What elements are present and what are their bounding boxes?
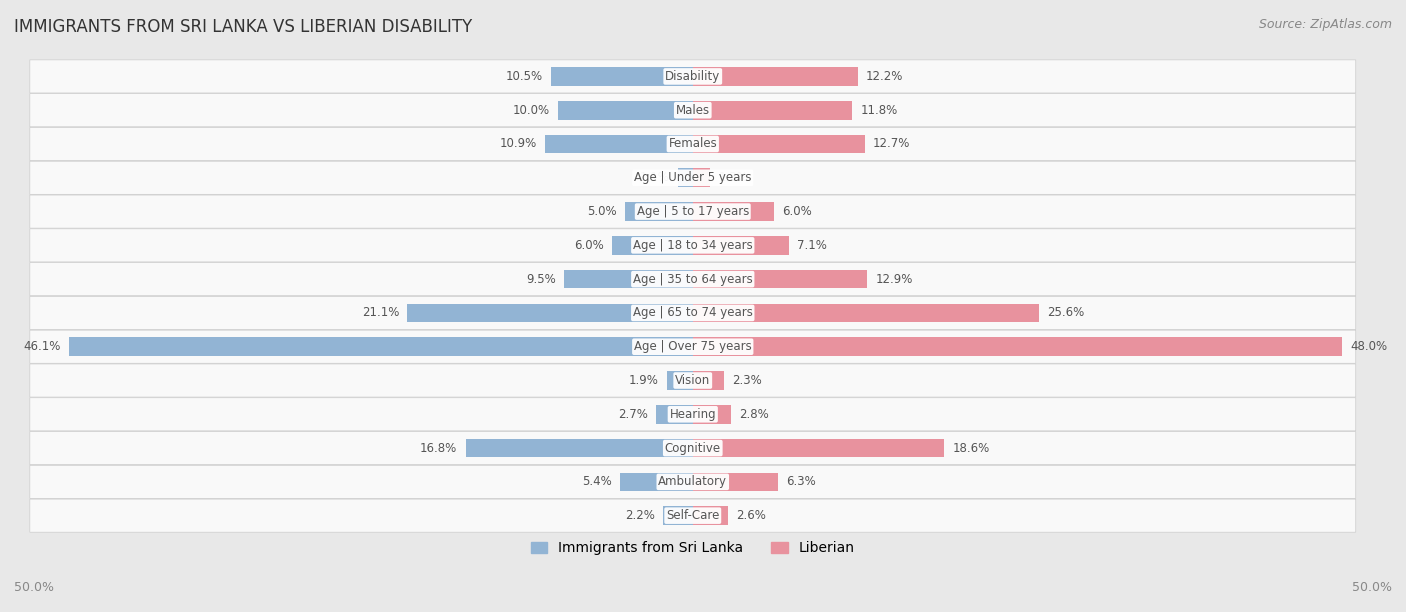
Text: Cognitive: Cognitive xyxy=(665,442,721,455)
Bar xyxy=(693,67,858,86)
Bar xyxy=(693,304,1039,323)
Text: 7.1%: 7.1% xyxy=(797,239,827,252)
Bar xyxy=(678,168,693,187)
Text: 6.3%: 6.3% xyxy=(786,476,815,488)
Bar xyxy=(666,371,693,390)
Bar xyxy=(551,67,693,86)
Text: 11.8%: 11.8% xyxy=(860,103,898,117)
Bar xyxy=(620,472,693,491)
Text: Source: ZipAtlas.com: Source: ZipAtlas.com xyxy=(1258,18,1392,31)
Text: 12.7%: 12.7% xyxy=(873,138,910,151)
FancyBboxPatch shape xyxy=(30,161,1355,195)
Text: 5.0%: 5.0% xyxy=(588,205,617,218)
Text: 6.0%: 6.0% xyxy=(782,205,811,218)
Bar xyxy=(693,405,731,424)
Text: Age | Under 5 years: Age | Under 5 years xyxy=(634,171,752,184)
Text: Disability: Disability xyxy=(665,70,720,83)
Text: 2.6%: 2.6% xyxy=(737,509,766,522)
Bar xyxy=(693,472,778,491)
Text: 2.7%: 2.7% xyxy=(619,408,648,421)
Text: Age | 5 to 17 years: Age | 5 to 17 years xyxy=(637,205,749,218)
Text: Ambulatory: Ambulatory xyxy=(658,476,727,488)
Text: 1.9%: 1.9% xyxy=(628,374,659,387)
Text: 10.5%: 10.5% xyxy=(506,70,543,83)
Text: Hearing: Hearing xyxy=(669,408,716,421)
Text: 1.3%: 1.3% xyxy=(718,171,748,184)
Bar xyxy=(693,203,773,221)
Bar xyxy=(693,168,710,187)
Bar xyxy=(693,101,852,119)
FancyBboxPatch shape xyxy=(30,398,1355,431)
FancyBboxPatch shape xyxy=(30,195,1355,228)
Text: 6.0%: 6.0% xyxy=(574,239,603,252)
Text: Age | 35 to 64 years: Age | 35 to 64 years xyxy=(633,272,752,286)
FancyBboxPatch shape xyxy=(30,296,1355,329)
Text: Self-Care: Self-Care xyxy=(666,509,720,522)
FancyBboxPatch shape xyxy=(30,127,1355,160)
Legend: Immigrants from Sri Lanka, Liberian: Immigrants from Sri Lanka, Liberian xyxy=(524,536,860,561)
Text: 48.0%: 48.0% xyxy=(1350,340,1388,353)
Bar xyxy=(693,506,728,525)
Bar xyxy=(693,439,945,457)
Text: 10.0%: 10.0% xyxy=(512,103,550,117)
Text: 2.2%: 2.2% xyxy=(626,509,655,522)
FancyBboxPatch shape xyxy=(30,499,1355,532)
Bar xyxy=(558,101,693,119)
Text: Age | 65 to 74 years: Age | 65 to 74 years xyxy=(633,307,752,319)
Bar xyxy=(465,439,693,457)
Bar xyxy=(408,304,693,323)
Bar xyxy=(546,135,693,153)
Bar xyxy=(626,203,693,221)
Bar xyxy=(664,506,693,525)
Text: Vision: Vision xyxy=(675,374,710,387)
Text: 12.2%: 12.2% xyxy=(866,70,903,83)
Text: 18.6%: 18.6% xyxy=(952,442,990,455)
Bar xyxy=(612,236,693,255)
Bar xyxy=(693,270,868,288)
FancyBboxPatch shape xyxy=(30,263,1355,296)
Text: 46.1%: 46.1% xyxy=(24,340,60,353)
FancyBboxPatch shape xyxy=(30,364,1355,397)
FancyBboxPatch shape xyxy=(30,330,1355,364)
Text: 5.4%: 5.4% xyxy=(582,476,612,488)
FancyBboxPatch shape xyxy=(30,465,1355,498)
Text: Males: Males xyxy=(676,103,710,117)
Text: 50.0%: 50.0% xyxy=(1353,581,1392,594)
Bar xyxy=(693,371,724,390)
Text: 16.8%: 16.8% xyxy=(420,442,457,455)
Text: Age | Over 75 years: Age | Over 75 years xyxy=(634,340,752,353)
FancyBboxPatch shape xyxy=(30,94,1355,127)
Text: 21.1%: 21.1% xyxy=(361,307,399,319)
Text: Females: Females xyxy=(668,138,717,151)
Text: Age | 18 to 34 years: Age | 18 to 34 years xyxy=(633,239,752,252)
Bar xyxy=(693,236,789,255)
FancyBboxPatch shape xyxy=(30,60,1355,93)
Text: 2.8%: 2.8% xyxy=(738,408,769,421)
Text: IMMIGRANTS FROM SRI LANKA VS LIBERIAN DISABILITY: IMMIGRANTS FROM SRI LANKA VS LIBERIAN DI… xyxy=(14,18,472,36)
FancyBboxPatch shape xyxy=(30,431,1355,465)
Text: 9.5%: 9.5% xyxy=(526,272,557,286)
Bar xyxy=(657,405,693,424)
Text: 1.1%: 1.1% xyxy=(640,171,669,184)
Text: 25.6%: 25.6% xyxy=(1047,307,1084,319)
Text: 2.3%: 2.3% xyxy=(733,374,762,387)
Bar xyxy=(69,337,693,356)
Text: 10.9%: 10.9% xyxy=(501,138,537,151)
Bar xyxy=(564,270,693,288)
Bar xyxy=(693,135,865,153)
Bar xyxy=(693,337,1343,356)
Text: 50.0%: 50.0% xyxy=(14,581,53,594)
FancyBboxPatch shape xyxy=(30,229,1355,262)
Text: 12.9%: 12.9% xyxy=(876,272,912,286)
